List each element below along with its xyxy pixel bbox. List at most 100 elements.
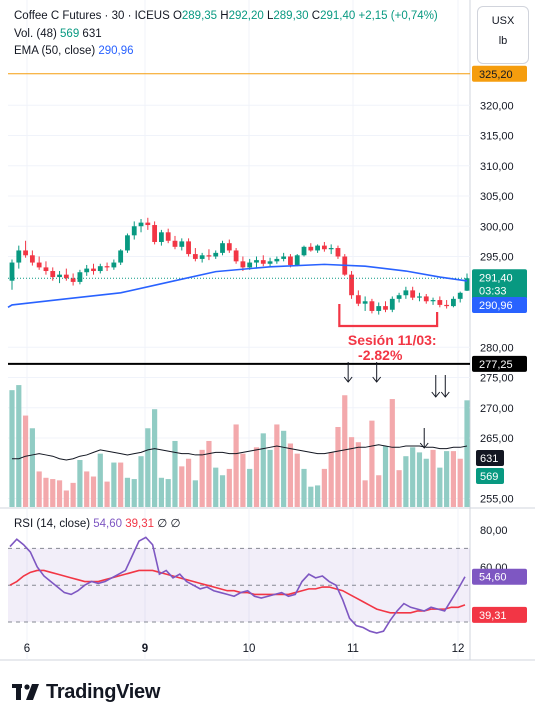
- candle-body: [213, 252, 219, 257]
- candle-body: [77, 272, 83, 282]
- unit-selector[interactable]: USX lb: [477, 6, 529, 64]
- volume-value-1: 569: [60, 28, 80, 40]
- price-tag-bg: [472, 355, 527, 372]
- volume-bar: [90, 476, 97, 507]
- candle-body: [172, 240, 178, 247]
- candle-body: [274, 258, 280, 262]
- x-tick-label: 11: [347, 643, 359, 655]
- open-label: O: [172, 10, 182, 22]
- volume-bar: [362, 480, 368, 507]
- session-bracket: [338, 304, 439, 328]
- candle-body: [240, 261, 246, 268]
- candle-body: [57, 274, 62, 278]
- candle-body: [43, 267, 49, 272]
- volume-bar: [213, 467, 219, 507]
- candle-body: [97, 266, 103, 272]
- rsi-ma-tag-bg: [472, 606, 527, 623]
- last-price-tag-bg: [472, 269, 527, 300]
- candle-body: [179, 241, 185, 247]
- volume-bar: [77, 460, 83, 507]
- rsi-header[interactable]: RSI (14, close) 54,60 39,31 ∅ ∅: [14, 516, 181, 530]
- volume-bar: [389, 399, 395, 507]
- volume-bar: [118, 462, 124, 507]
- rsi-line: [9, 536, 466, 634]
- ema-header[interactable]: EMA (50, close) 290,96: [14, 45, 134, 57]
- candle-body: [437, 300, 443, 305]
- symbol-header: Coffee C Futures · 30 · ICEUS O289,35 H2…: [14, 10, 438, 22]
- volume-bar: [185, 458, 192, 507]
- volume-bar: [43, 477, 49, 507]
- price-axis[interactable]: 320,00 315,00 310,00 305,00 300,00 295,00 280,…: [472, 65, 527, 623]
- close-label: C: [311, 10, 321, 22]
- volume-bar: [281, 430, 287, 507]
- last-price-tag-label: 291,40: [479, 272, 513, 284]
- volume-bar: [9, 390, 15, 507]
- volume-bar: [50, 479, 56, 507]
- volume-bar: [376, 475, 382, 507]
- close-value: 291,40: [320, 10, 356, 22]
- volume-bar: [335, 426, 341, 507]
- tradingview-logo-icon: [12, 684, 39, 700]
- overlays: Sesión 11/03:-2.82%: [7, 73, 470, 449]
- volume-bar: [342, 395, 348, 507]
- candle-body: [376, 306, 382, 311]
- candle-body: [186, 241, 191, 255]
- candle-body: [464, 278, 470, 291]
- annotation-line2: -2.82%: [358, 347, 403, 363]
- candle-body: [131, 226, 137, 236]
- volume-bar: [450, 451, 457, 507]
- volume-value-2: 631: [82, 28, 102, 40]
- volume-bar: [301, 468, 307, 507]
- volume-bar: [131, 479, 137, 507]
- rsi-ma-line: [9, 569, 466, 614]
- candle-body: [389, 298, 395, 310]
- volume-bar: [314, 485, 321, 507]
- ema-line: [7, 263, 468, 309]
- y-tick-label: 265,00: [480, 433, 514, 445]
- candle-body: [152, 225, 158, 242]
- volume-bar: [36, 471, 42, 507]
- tradingview-logo[interactable]: TradingView: [12, 681, 160, 704]
- volume-bar: [172, 440, 178, 507]
- volume-bar: [382, 446, 389, 507]
- candle-body: [417, 296, 422, 298]
- rsi-ma-tag-label: 39,31: [479, 610, 507, 622]
- high-label: H: [220, 10, 229, 22]
- time-axis[interactable]: 6 9 10 11 12: [24, 643, 465, 655]
- volume-bar: [56, 480, 63, 507]
- x-tick-label: 6: [24, 643, 30, 655]
- ema-tag-label: 290,96: [479, 300, 513, 312]
- candle-body: [104, 266, 110, 268]
- candle-body: [16, 250, 22, 263]
- volume-bar: [104, 481, 110, 507]
- unit-label: lb: [498, 35, 508, 47]
- candle-body: [430, 300, 436, 302]
- candle-body: [220, 243, 225, 253]
- volume-bar: [158, 477, 165, 507]
- symbol-name[interactable]: Coffee C Futures · 30 · ICEUS: [14, 10, 170, 22]
- ema-label: EMA (50, close): [14, 45, 96, 57]
- candle-body: [199, 255, 205, 259]
- candle-body: [308, 246, 314, 251]
- volume-ma-tag-label: 631: [480, 453, 498, 465]
- candle-body: [125, 235, 130, 251]
- y-tick-label: 280,00: [480, 342, 514, 354]
- volume-header[interactable]: Vol. (48) 569 631: [14, 28, 102, 40]
- volume-bar: [22, 415, 29, 507]
- candle-body: [145, 222, 151, 226]
- volume-bar: [403, 456, 409, 507]
- candle-body: [70, 278, 76, 282]
- rsi-extra-1: ∅: [157, 518, 168, 530]
- candle-body: [36, 262, 42, 268]
- volume-bar: [369, 420, 375, 507]
- candle-body: [192, 254, 198, 259]
- y-tick-label: 295,00: [480, 252, 514, 264]
- volume-bar: [410, 447, 416, 507]
- candle-body: [260, 260, 266, 264]
- volume-bar: [444, 451, 450, 507]
- volume-bar: [430, 449, 436, 507]
- candle-body: [138, 222, 144, 227]
- volume-bar: [165, 479, 171, 507]
- candle-body: [206, 255, 212, 257]
